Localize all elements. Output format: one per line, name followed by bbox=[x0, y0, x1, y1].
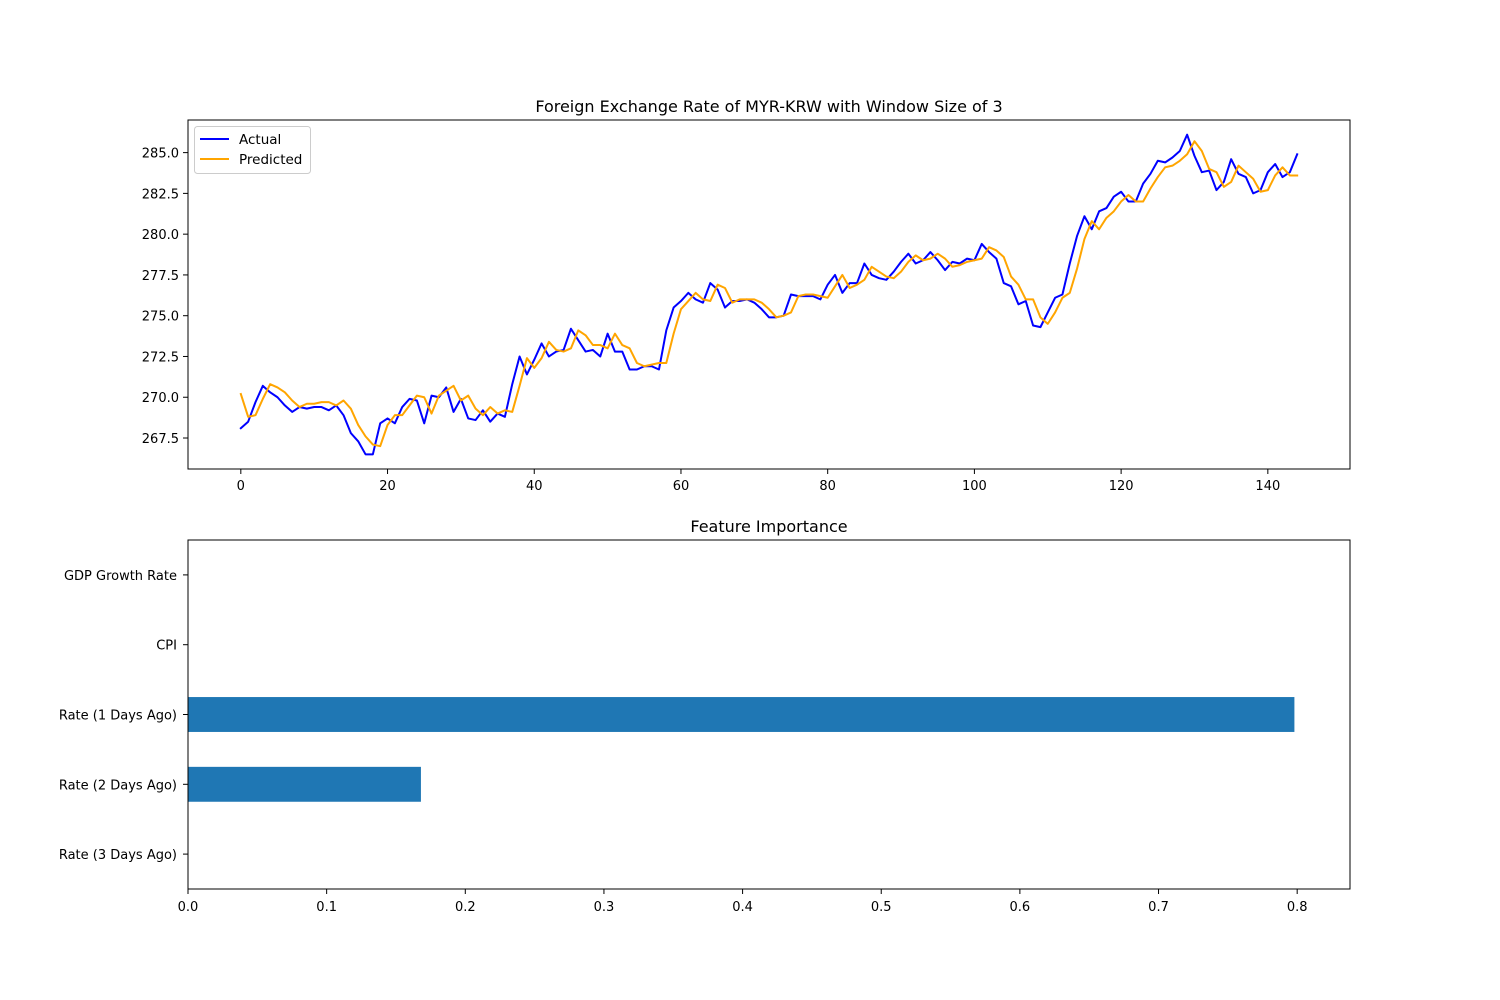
feature-importance-bar-chart: Feature Importance 0.0 0.1 0.2 0.3 0.4 0.5 0.6… bbox=[59, 517, 1351, 915]
bar-chart-x-axis: 0.0 0.1 0.2 0.3 0.4 0.5 0.6 0.7 0.8 bbox=[178, 889, 1308, 915]
y-tick-label: 280.0 bbox=[142, 228, 179, 243]
x-tick-label: 0.2 bbox=[455, 900, 476, 915]
x-tick-label: 0.6 bbox=[1010, 900, 1031, 915]
y-tick-label: 272.5 bbox=[142, 350, 179, 365]
bar bbox=[188, 697, 1295, 732]
x-tick-label: 0.1 bbox=[316, 900, 337, 915]
y-tick-label: 277.5 bbox=[142, 269, 179, 284]
x-tick-label: 140 bbox=[1255, 479, 1280, 494]
x-tick-label: 0.8 bbox=[1287, 900, 1308, 915]
x-tick-label: 20 bbox=[379, 479, 396, 494]
series-line-actual bbox=[239, 133, 1299, 456]
category-label: Rate (2 Days Ago) bbox=[59, 778, 177, 793]
bar-chart-title: Feature Importance bbox=[690, 517, 847, 536]
line-chart-x-axis: 0 20 40 60 80 100 120 140 bbox=[237, 469, 1280, 494]
x-tick-label: 0.7 bbox=[1148, 900, 1169, 915]
y-tick-label: 270.0 bbox=[142, 391, 179, 406]
category-label: CPI bbox=[156, 639, 177, 654]
y-tick-label: 282.5 bbox=[142, 187, 179, 202]
bar-group bbox=[188, 697, 1295, 802]
x-tick-label: 100 bbox=[962, 479, 987, 494]
y-tick-label: 285.0 bbox=[142, 147, 179, 162]
legend-label-actual: Actual bbox=[239, 132, 281, 148]
exchange-rate-line-chart: Foreign Exchange Rate of MYR-KRW with Wi… bbox=[142, 97, 1351, 494]
x-tick-label: 120 bbox=[1109, 479, 1134, 494]
y-tick-label: 267.5 bbox=[142, 432, 179, 447]
line-series-group bbox=[239, 133, 1299, 456]
legend: Actual Predicted bbox=[194, 126, 311, 174]
category-label: GDP Growth Rate bbox=[64, 569, 177, 584]
line-chart-plot-frame bbox=[187, 119, 1351, 470]
x-tick-label: 40 bbox=[526, 479, 543, 494]
x-tick-label: 80 bbox=[819, 479, 836, 494]
line-chart-y-axis: 267.5 270.0 272.5 275.0 277.5 280.0 282.5 285.0 bbox=[142, 147, 188, 447]
category-label: Rate (3 Days Ago) bbox=[59, 848, 177, 863]
bar-chart-y-axis: GDP Growth Rate CPI Rate (1 Days Ago) Rate … bbox=[59, 569, 188, 863]
x-tick-label: 0.4 bbox=[732, 900, 753, 915]
x-tick-label: 0 bbox=[237, 479, 245, 494]
x-tick-label: 0.0 bbox=[178, 900, 199, 915]
category-label: Rate (1 Days Ago) bbox=[59, 709, 177, 724]
legend-label-predicted: Predicted bbox=[239, 152, 302, 168]
bar bbox=[188, 766, 421, 802]
series-line-predicted bbox=[239, 140, 1299, 448]
x-tick-label: 0.3 bbox=[594, 900, 615, 915]
x-tick-label: 0.5 bbox=[871, 900, 892, 915]
x-tick-label: 60 bbox=[673, 479, 690, 494]
y-tick-label: 275.0 bbox=[142, 310, 179, 325]
line-chart-title: Foreign Exchange Rate of MYR-KRW with Wi… bbox=[535, 97, 1002, 116]
